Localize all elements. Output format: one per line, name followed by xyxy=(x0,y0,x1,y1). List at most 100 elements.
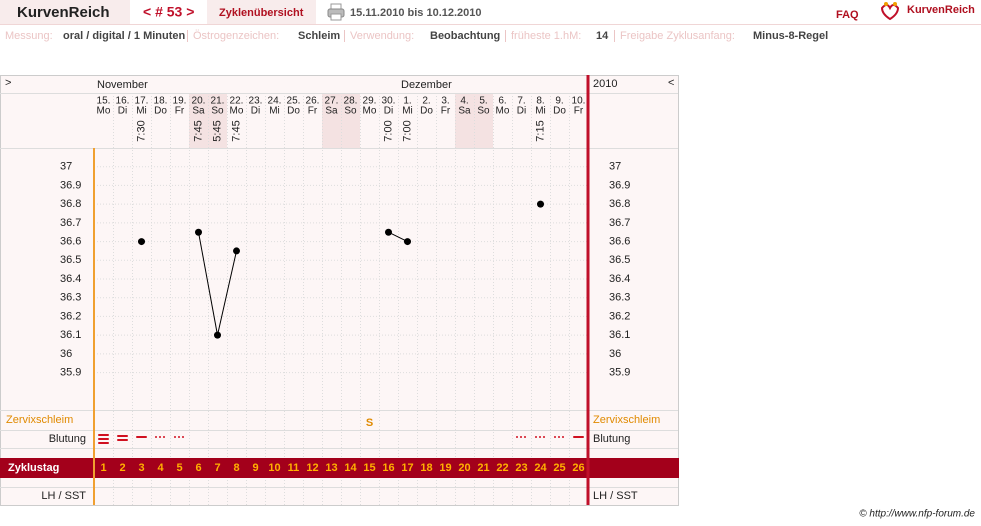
y-tick-label-right: 36.7 xyxy=(609,217,630,229)
y-tick-label-right: 36.2 xyxy=(609,310,630,322)
weekday: So xyxy=(344,106,357,117)
y-tick-label: 37 xyxy=(60,161,72,173)
y-tick-label: 36.6 xyxy=(60,235,81,247)
print-icon[interactable] xyxy=(327,3,345,21)
mucus: S xyxy=(366,417,373,429)
brand: KurvenReich xyxy=(907,4,975,16)
y-tick-label-right: 36.4 xyxy=(609,273,630,285)
temperature-point xyxy=(195,228,202,236)
y-tick-label-right: 37 xyxy=(609,161,621,173)
setting-value: Beobachtung xyxy=(430,30,500,42)
weekday: Mo xyxy=(496,106,510,117)
date: 29. xyxy=(363,96,377,107)
measure-time: 7:00 xyxy=(382,120,394,141)
setting-label: Verwendung: xyxy=(350,30,414,42)
weekday: Fr xyxy=(441,106,451,117)
cycle-day-band xyxy=(0,458,679,478)
date: 17. xyxy=(135,96,149,107)
weekday: Sa xyxy=(458,106,471,117)
faq-link[interactable]: FAQ xyxy=(836,9,859,21)
cycle-day: 6 xyxy=(195,462,201,474)
weekday: Di xyxy=(118,106,127,117)
setting-label: Freigabe Zyklusanfang: xyxy=(620,30,735,42)
date: 1. xyxy=(403,96,411,107)
date: 15. xyxy=(97,96,111,107)
date: 20. xyxy=(192,96,206,107)
cycle-nav[interactable]: < # 53 > xyxy=(143,4,194,20)
weekday: So xyxy=(477,106,490,117)
date: 4. xyxy=(460,96,468,107)
date: 10. xyxy=(572,96,586,107)
date: 26. xyxy=(306,96,320,107)
overview-link[interactable]: Zyklenübersicht xyxy=(219,7,304,19)
date: 8. xyxy=(536,96,544,107)
weekday: Do xyxy=(420,106,433,117)
cycle-day: 14 xyxy=(344,462,357,474)
y-tick-label: 36.1 xyxy=(60,329,81,341)
cycle-day: 13 xyxy=(325,462,337,474)
weekday: Di xyxy=(251,106,260,117)
y-tick-label: 36.5 xyxy=(60,254,81,266)
cycle-day-label: Zyklustag xyxy=(8,462,59,474)
settings-row: Messung: oral / digital / 1 Minuten Östrog… xyxy=(5,30,828,42)
cycle-day: 18 xyxy=(420,462,432,474)
cycle-day: 17 xyxy=(401,462,413,474)
date: 16. xyxy=(116,96,130,107)
weekday: Fr xyxy=(175,106,185,117)
cycle-day: 25 xyxy=(553,462,565,474)
weekday: Sa xyxy=(192,106,205,117)
cycle-day: 3 xyxy=(138,462,144,474)
weekday: Mo xyxy=(230,106,244,117)
y-tick-label-right: 35.9 xyxy=(609,366,630,378)
y-tick-label: 35.9 xyxy=(60,366,81,378)
weekday: So xyxy=(211,106,224,117)
temperature-point xyxy=(404,238,411,246)
prev-arrow[interactable]: > xyxy=(5,77,11,89)
cycle-day: 22 xyxy=(496,462,508,474)
temperature-line xyxy=(388,231,408,243)
weekend-column xyxy=(474,93,493,148)
temperature-point xyxy=(214,331,221,339)
cycle-day: 10 xyxy=(268,462,280,474)
y-tick-label: 36.4 xyxy=(60,273,81,285)
date: 27. xyxy=(325,96,339,107)
logo[interactable]: KurvenReich xyxy=(17,4,110,21)
setting-value: 14 xyxy=(596,30,609,42)
cycle-day: 19 xyxy=(439,462,451,474)
y-tick-label-right: 36.5 xyxy=(609,254,630,266)
setting-label: Östrogenzeichen: xyxy=(193,30,279,42)
footer: © http://www.nfp-forum.de xyxy=(859,509,975,520)
cycle-day: 1 xyxy=(100,462,106,474)
temperature-point xyxy=(138,238,145,246)
y-tick-label: 36 xyxy=(60,348,72,360)
next-arrow[interactable]: < xyxy=(668,77,674,89)
cycle-day: 15 xyxy=(363,462,375,474)
weekend-column xyxy=(189,93,208,148)
month-label: Dezember xyxy=(401,79,452,91)
y-tick-label: 36.8 xyxy=(60,198,81,210)
brand-icon xyxy=(880,2,900,21)
lh-label-right: LH / SST xyxy=(593,490,638,502)
weekend-column xyxy=(341,93,360,148)
date: 19. xyxy=(173,96,187,107)
temperature-point xyxy=(233,247,240,255)
date: 9. xyxy=(555,96,563,107)
date: 28. xyxy=(344,96,358,107)
temperature-point xyxy=(385,228,392,236)
period: 15.11.2010 bis 10.12.2010 xyxy=(350,7,482,19)
weekday: Di xyxy=(384,106,393,117)
date: 5. xyxy=(479,96,487,107)
mucus-label: Zervixschleim xyxy=(6,414,73,426)
weekend-column xyxy=(208,93,227,148)
setting-value: Minus-8-Regel xyxy=(753,30,828,42)
cycle-day: 24 xyxy=(534,462,547,474)
year: 2010 xyxy=(593,78,617,90)
date: 22. xyxy=(230,96,244,107)
date: 30. xyxy=(382,96,396,107)
cycle-day: 12 xyxy=(306,462,318,474)
y-tick-label-right: 36.8 xyxy=(609,198,630,210)
weekend-column xyxy=(455,93,474,148)
cycle-day: 2 xyxy=(119,462,125,474)
